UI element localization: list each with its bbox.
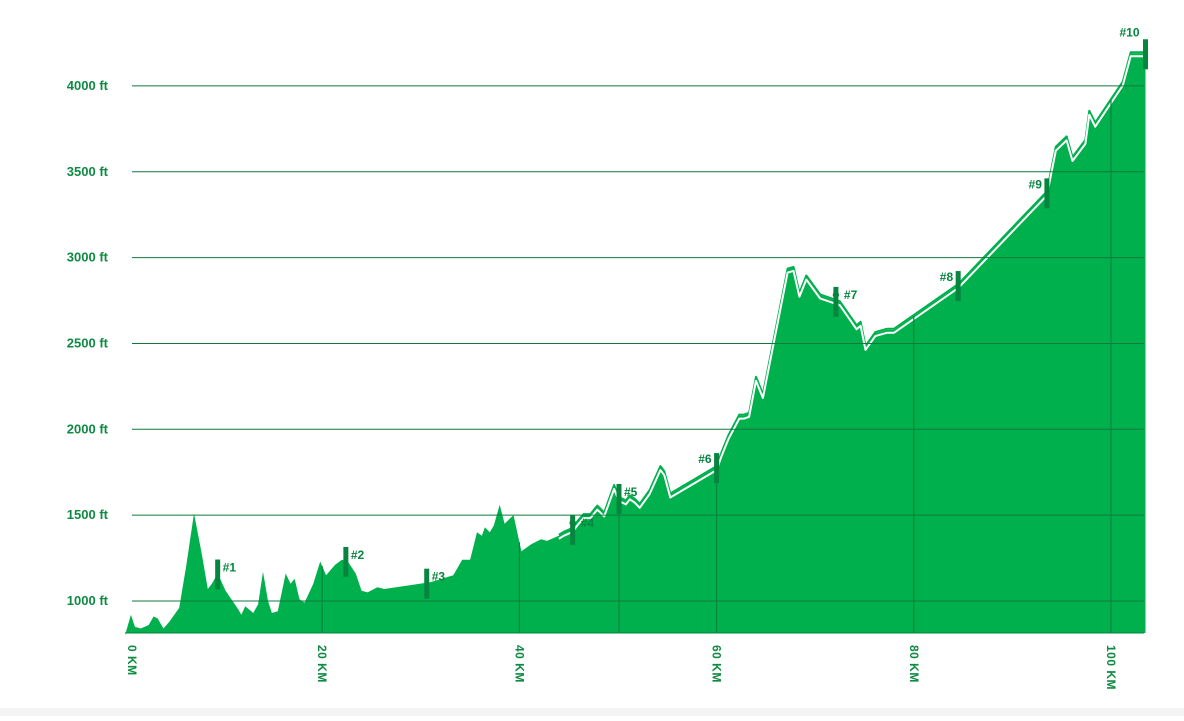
checkpoint-label: #10 (1119, 25, 1139, 39)
checkpoint-label: #1 (223, 561, 237, 575)
checkpoint-label: #6 (698, 452, 712, 466)
elevation-area (125, 53, 1146, 636)
checkpoint-label: #7 (844, 288, 858, 302)
y-tick-label: 4000 ft (67, 78, 109, 93)
x-tick-label: 80 KM (907, 645, 921, 683)
checkpoint-marker (616, 483, 622, 514)
checkpoint-marker (1143, 39, 1149, 70)
y-tick-label: 2500 ft (67, 335, 109, 350)
checkpoint-dot (832, 291, 840, 299)
checkpoint-marker (343, 546, 349, 577)
checkpoint-label: #3 (432, 570, 446, 584)
y-tick-label: 2000 ft (67, 421, 109, 436)
checkpoint-marker (833, 286, 839, 317)
checkpoint-label: #9 (1029, 177, 1043, 191)
checkpoint-marker (714, 453, 720, 484)
elevation-highlight-line (558, 55, 1146, 540)
checkpoint-marker (215, 559, 221, 590)
x-tick-label: 40 KM (512, 645, 526, 683)
checkpoint-label: #8 (940, 270, 954, 284)
y-tick-label: 3500 ft (67, 164, 109, 179)
checkpoint-marker (1044, 178, 1050, 209)
checkpoint-marker (570, 514, 576, 545)
checkpoint-marker (424, 568, 430, 599)
checkpoint-marker (955, 271, 961, 302)
y-tick-label: 3000 ft (67, 250, 109, 265)
checkpoint-label: #2 (351, 548, 365, 562)
checkpoint-label: #5 (624, 485, 638, 499)
y-tick-label: 1500 ft (67, 507, 109, 522)
bottom-strip (0, 708, 1184, 716)
y-tick-label: 1000 ft (67, 593, 109, 608)
x-tick-label: 100 KM (1104, 645, 1118, 690)
checkpoint-dot (569, 519, 576, 527)
x-tick-label: 60 KM (710, 645, 724, 683)
checkpoint-label: #4 (581, 516, 595, 530)
elevation-outline (558, 51, 1146, 536)
x-tick-label: 0 KM (125, 645, 139, 676)
x-tick-label: 20 KM (315, 645, 329, 683)
